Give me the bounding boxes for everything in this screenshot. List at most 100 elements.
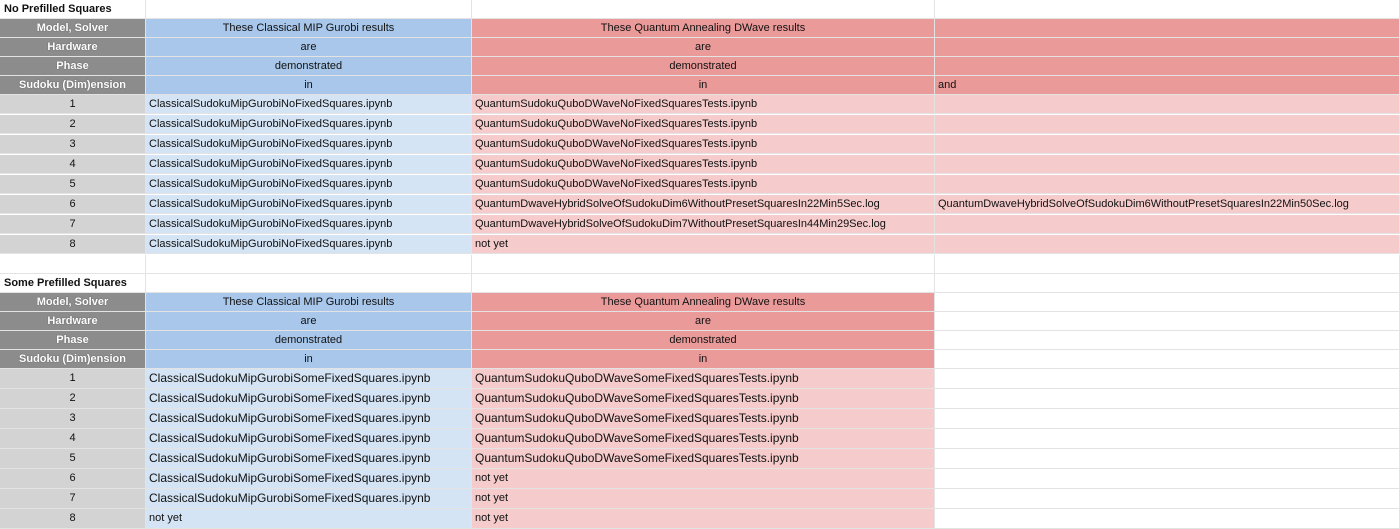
empty-cell[interactable] [935, 312, 1400, 331]
empty-cell[interactable] [935, 255, 1400, 274]
classical-cell[interactable]: ClassicalSudokuMipGurobiSomeFixedSquares… [146, 469, 472, 489]
header-quantum[interactable]: are [472, 38, 935, 57]
dimension-cell[interactable]: 4 [0, 429, 146, 449]
header-dimension[interactable]: Sudoku (Dim)ension [0, 76, 146, 95]
classical-cell[interactable]: ClassicalSudokuMipGurobiNoFixedSquares.i… [146, 115, 472, 134]
empty-cell[interactable] [146, 255, 472, 274]
quantum-cell[interactable]: QuantumDwaveHybridSolveOfSudokuDim7Witho… [472, 215, 935, 234]
dimension-cell[interactable]: 1 [0, 95, 146, 114]
empty-cell[interactable] [0, 255, 146, 274]
quantum-cell[interactable]: QuantumSudokuQuboDWaveNoFixedSquaresTest… [472, 175, 935, 194]
header-extra[interactable] [935, 19, 1400, 38]
dimension-cell[interactable]: 2 [0, 389, 146, 409]
empty-cell[interactable] [935, 429, 1400, 449]
quantum-cell[interactable]: not yet [472, 469, 935, 489]
classical-cell[interactable]: ClassicalSudokuMipGurobiSomeFixedSquares… [146, 389, 472, 409]
empty-cell[interactable] [146, 274, 472, 293]
empty-cell[interactable] [935, 389, 1400, 409]
dimension-cell[interactable]: 3 [0, 135, 146, 154]
classical-cell[interactable]: ClassicalSudokuMipGurobiNoFixedSquares.i… [146, 215, 472, 234]
dimension-cell[interactable]: 6 [0, 195, 146, 214]
classical-cell[interactable]: ClassicalSudokuMipGurobiNoFixedSquares.i… [146, 155, 472, 174]
quantum-cell[interactable]: QuantumSudokuQuboDWaveNoFixedSquaresTest… [472, 115, 935, 134]
extra-cell[interactable] [935, 135, 1400, 154]
empty-cell[interactable] [935, 331, 1400, 350]
classical-cell[interactable]: ClassicalSudokuMipGurobiNoFixedSquares.i… [146, 195, 472, 214]
header-extra[interactable] [935, 57, 1400, 76]
dimension-cell[interactable]: 3 [0, 409, 146, 429]
header-quantum[interactable]: are [472, 312, 935, 331]
classical-cell[interactable]: ClassicalSudokuMipGurobiNoFixedSquares.i… [146, 235, 472, 254]
header-classical[interactable]: in [146, 76, 472, 95]
extra-cell[interactable] [935, 175, 1400, 194]
empty-cell[interactable] [935, 409, 1400, 429]
classical-cell[interactable]: ClassicalSudokuMipGurobiSomeFixedSquares… [146, 409, 472, 429]
header-quantum[interactable]: in [472, 76, 935, 95]
extra-cell[interactable] [935, 235, 1400, 254]
header-classical[interactable]: demonstrated [146, 57, 472, 76]
empty-cell[interactable] [472, 0, 935, 19]
quantum-cell[interactable]: not yet [472, 489, 935, 509]
classical-cell[interactable]: ClassicalSudokuMipGurobiSomeFixedSquares… [146, 489, 472, 509]
empty-cell[interactable] [935, 293, 1400, 312]
dimension-cell[interactable]: 4 [0, 155, 146, 174]
empty-cell[interactable] [935, 449, 1400, 469]
header-hardware[interactable]: Hardware [0, 38, 146, 57]
empty-cell[interactable] [935, 469, 1400, 489]
header-hardware[interactable]: Hardware [0, 312, 146, 331]
quantum-cell[interactable]: QuantumSudokuQuboDWaveNoFixedSquaresTest… [472, 155, 935, 174]
quantum-cell[interactable]: QuantumSudokuQuboDWaveNoFixedSquaresTest… [472, 135, 935, 154]
classical-cell[interactable]: ClassicalSudokuMipGurobiSomeFixedSquares… [146, 429, 472, 449]
dimension-cell[interactable]: 7 [0, 489, 146, 509]
empty-cell[interactable] [472, 255, 935, 274]
header-extra[interactable] [935, 38, 1400, 57]
classical-cell[interactable]: ClassicalSudokuMipGurobiNoFixedSquares.i… [146, 135, 472, 154]
header-quantum[interactable]: These Quantum Annealing DWave results [472, 293, 935, 312]
quantum-cell[interactable]: not yet [472, 509, 935, 529]
quantum-cell[interactable]: QuantumSudokuQuboDWaveNoFixedSquaresTest… [472, 95, 935, 114]
empty-cell[interactable] [935, 509, 1400, 529]
quantum-cell[interactable]: QuantumSudokuQuboDWaveSomeFixedSquaresTe… [472, 449, 935, 469]
quantum-cell[interactable]: QuantumDwaveHybridSolveOfSudokuDim6Witho… [472, 195, 935, 214]
quantum-cell[interactable]: QuantumSudokuQuboDWaveSomeFixedSquaresTe… [472, 369, 935, 389]
empty-cell[interactable] [935, 350, 1400, 369]
dimension-cell[interactable]: 6 [0, 469, 146, 489]
dimension-cell[interactable]: 1 [0, 369, 146, 389]
empty-cell[interactable] [935, 369, 1400, 389]
quantum-cell[interactable]: QuantumSudokuQuboDWaveSomeFixedSquaresTe… [472, 409, 935, 429]
extra-cell[interactable] [935, 155, 1400, 174]
dimension-cell[interactable]: 7 [0, 215, 146, 234]
header-dimension[interactable]: Sudoku (Dim)ension [0, 350, 146, 369]
extra-cell[interactable] [935, 215, 1400, 234]
header-phase[interactable]: Phase [0, 57, 146, 76]
header-classical[interactable]: These Classical MIP Gurobi results [146, 19, 472, 38]
header-quantum[interactable]: demonstrated [472, 331, 935, 350]
empty-cell[interactable] [935, 0, 1400, 19]
classical-cell[interactable]: ClassicalSudokuMipGurobiSomeFixedSquares… [146, 449, 472, 469]
header-classical[interactable]: are [146, 38, 472, 57]
header-classical[interactable]: are [146, 312, 472, 331]
header-quantum[interactable]: These Quantum Annealing DWave results [472, 19, 935, 38]
header-quantum[interactable]: demonstrated [472, 57, 935, 76]
empty-cell[interactable] [935, 274, 1400, 293]
extra-cell[interactable] [935, 95, 1400, 114]
empty-cell[interactable] [935, 489, 1400, 509]
quantum-cell[interactable]: QuantumSudokuQuboDWaveSomeFixedSquaresTe… [472, 429, 935, 449]
empty-cell[interactable] [472, 274, 935, 293]
dimension-cell[interactable]: 5 [0, 449, 146, 469]
dimension-cell[interactable]: 8 [0, 509, 146, 529]
dimension-cell[interactable]: 2 [0, 115, 146, 134]
classical-cell[interactable]: ClassicalSudokuMipGurobiNoFixedSquares.i… [146, 95, 472, 114]
extra-cell[interactable]: QuantumDwaveHybridSolveOfSudokuDim6Witho… [935, 195, 1400, 214]
header-classical[interactable]: in [146, 350, 472, 369]
quantum-cell[interactable]: not yet [472, 235, 935, 254]
header-classical[interactable]: demonstrated [146, 331, 472, 350]
empty-cell[interactable] [146, 0, 472, 19]
header-extra[interactable]: and [935, 76, 1400, 95]
section1-title[interactable]: No Prefilled Squares [0, 0, 146, 19]
header-model-solver[interactable]: Model, Solver [0, 19, 146, 38]
dimension-cell[interactable]: 8 [0, 235, 146, 254]
header-classical[interactable]: These Classical MIP Gurobi results [146, 293, 472, 312]
section2-title[interactable]: Some Prefilled Squares [0, 274, 146, 293]
classical-cell[interactable]: ClassicalSudokuMipGurobiNoFixedSquares.i… [146, 175, 472, 194]
